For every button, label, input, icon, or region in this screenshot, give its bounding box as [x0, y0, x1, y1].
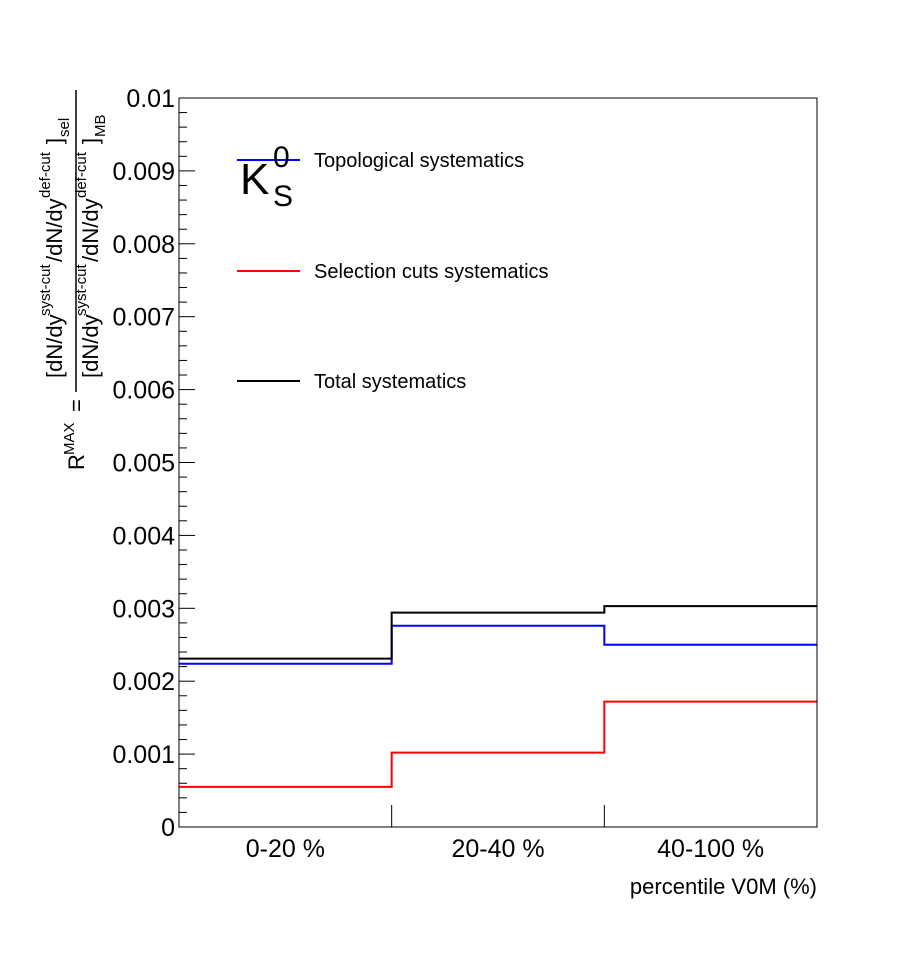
legend-label: Selection cuts systematics [314, 261, 549, 283]
y-tick-label: 0.01 [126, 85, 175, 113]
y-title-num-sub: sel [56, 118, 73, 137]
x-category-label: 20-40 % [451, 835, 544, 863]
y-title-den-sup2: def-cut [73, 151, 90, 198]
y-title-den-mid: /dN/dy [78, 198, 103, 262]
particle-sup: 0 [273, 141, 290, 174]
y-axis-title: R MAX = [dN/dy syst-cut /dN/dy def-cut ]… [37, 90, 109, 470]
y-title-den-sup1: syst-cut [73, 263, 90, 316]
x-axis-title: percentile V0M (%) [630, 874, 817, 899]
series-layer [179, 605, 817, 788]
y-title-num-mid: /dN/dy [42, 198, 67, 262]
y-tick-label: 0.008 [112, 231, 175, 259]
y-title-num-sup1: syst-cut [37, 263, 54, 316]
y-tick-label: 0.004 [112, 522, 175, 550]
particle-label: K 0 S [240, 141, 293, 213]
y-title-lhs-base: R [64, 454, 89, 470]
y-title-den-sub: MB [92, 115, 109, 138]
y-title-num-close: ] [42, 138, 67, 144]
y-title-num-sup2: def-cut [37, 151, 54, 198]
x-category-label: 40-100 % [657, 835, 764, 863]
y-tick-label: 0.001 [112, 741, 175, 769]
y-tick-label: 0.009 [112, 158, 175, 186]
legend-label: Total systematics [314, 371, 466, 393]
y-title-den-open: [dN/dy [78, 314, 103, 378]
y-tick-label: 0.002 [112, 668, 175, 696]
series-line-1 [179, 700, 817, 788]
x-category-label: 0-20 % [246, 835, 325, 863]
series-line-0 [179, 624, 817, 665]
y-tick-label: 0.006 [112, 377, 175, 405]
legend-label: Topological systematics [314, 150, 524, 172]
y-tick-label: 0 [161, 814, 175, 842]
y-tick-label: 0.007 [112, 304, 175, 332]
particle-sub: S [273, 180, 293, 213]
legend: Topological systematics Selection cuts sy… [237, 150, 549, 393]
y-title-den-close: ] [78, 138, 103, 144]
series-line-2 [179, 605, 817, 660]
y-title-equals: = [64, 399, 89, 412]
y-title-lhs-sup: MAX [61, 422, 78, 455]
particle-base: K [240, 155, 269, 204]
y-tick-label: 0.005 [112, 450, 175, 478]
y-title-num-open: [dN/dy [42, 314, 67, 378]
axes-layer: 0 0.001 0.002 0.003 0.004 0.005 0.006 0.007 0.00… [112, 85, 818, 863]
y-tick-label: 0.003 [112, 595, 175, 623]
